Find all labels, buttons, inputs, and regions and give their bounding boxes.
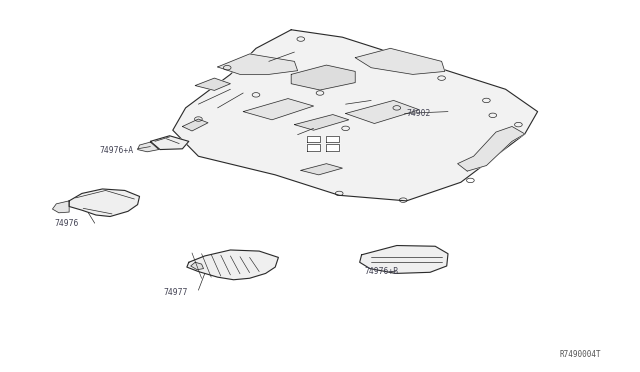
Polygon shape: [243, 99, 314, 120]
Polygon shape: [326, 144, 339, 151]
Polygon shape: [291, 65, 355, 90]
Polygon shape: [307, 144, 320, 151]
Polygon shape: [355, 48, 445, 74]
Polygon shape: [173, 30, 538, 201]
Text: 74902: 74902: [406, 109, 431, 118]
Polygon shape: [69, 189, 140, 217]
Polygon shape: [307, 136, 320, 142]
Polygon shape: [191, 262, 204, 270]
Polygon shape: [346, 100, 419, 124]
Polygon shape: [195, 78, 230, 90]
Text: R7490004T: R7490004T: [560, 350, 602, 359]
Polygon shape: [150, 136, 189, 150]
Text: 74976+A: 74976+A: [99, 146, 133, 155]
Polygon shape: [294, 115, 349, 130]
Polygon shape: [187, 250, 278, 280]
Polygon shape: [326, 136, 339, 142]
Polygon shape: [52, 201, 69, 213]
Polygon shape: [458, 126, 525, 171]
Polygon shape: [360, 246, 448, 273]
Polygon shape: [138, 142, 159, 152]
Text: 74976+B: 74976+B: [365, 267, 399, 276]
Polygon shape: [182, 119, 208, 131]
Text: 74977: 74977: [163, 288, 188, 296]
Text: 74976: 74976: [54, 219, 79, 228]
Polygon shape: [301, 164, 342, 175]
Polygon shape: [218, 54, 298, 74]
